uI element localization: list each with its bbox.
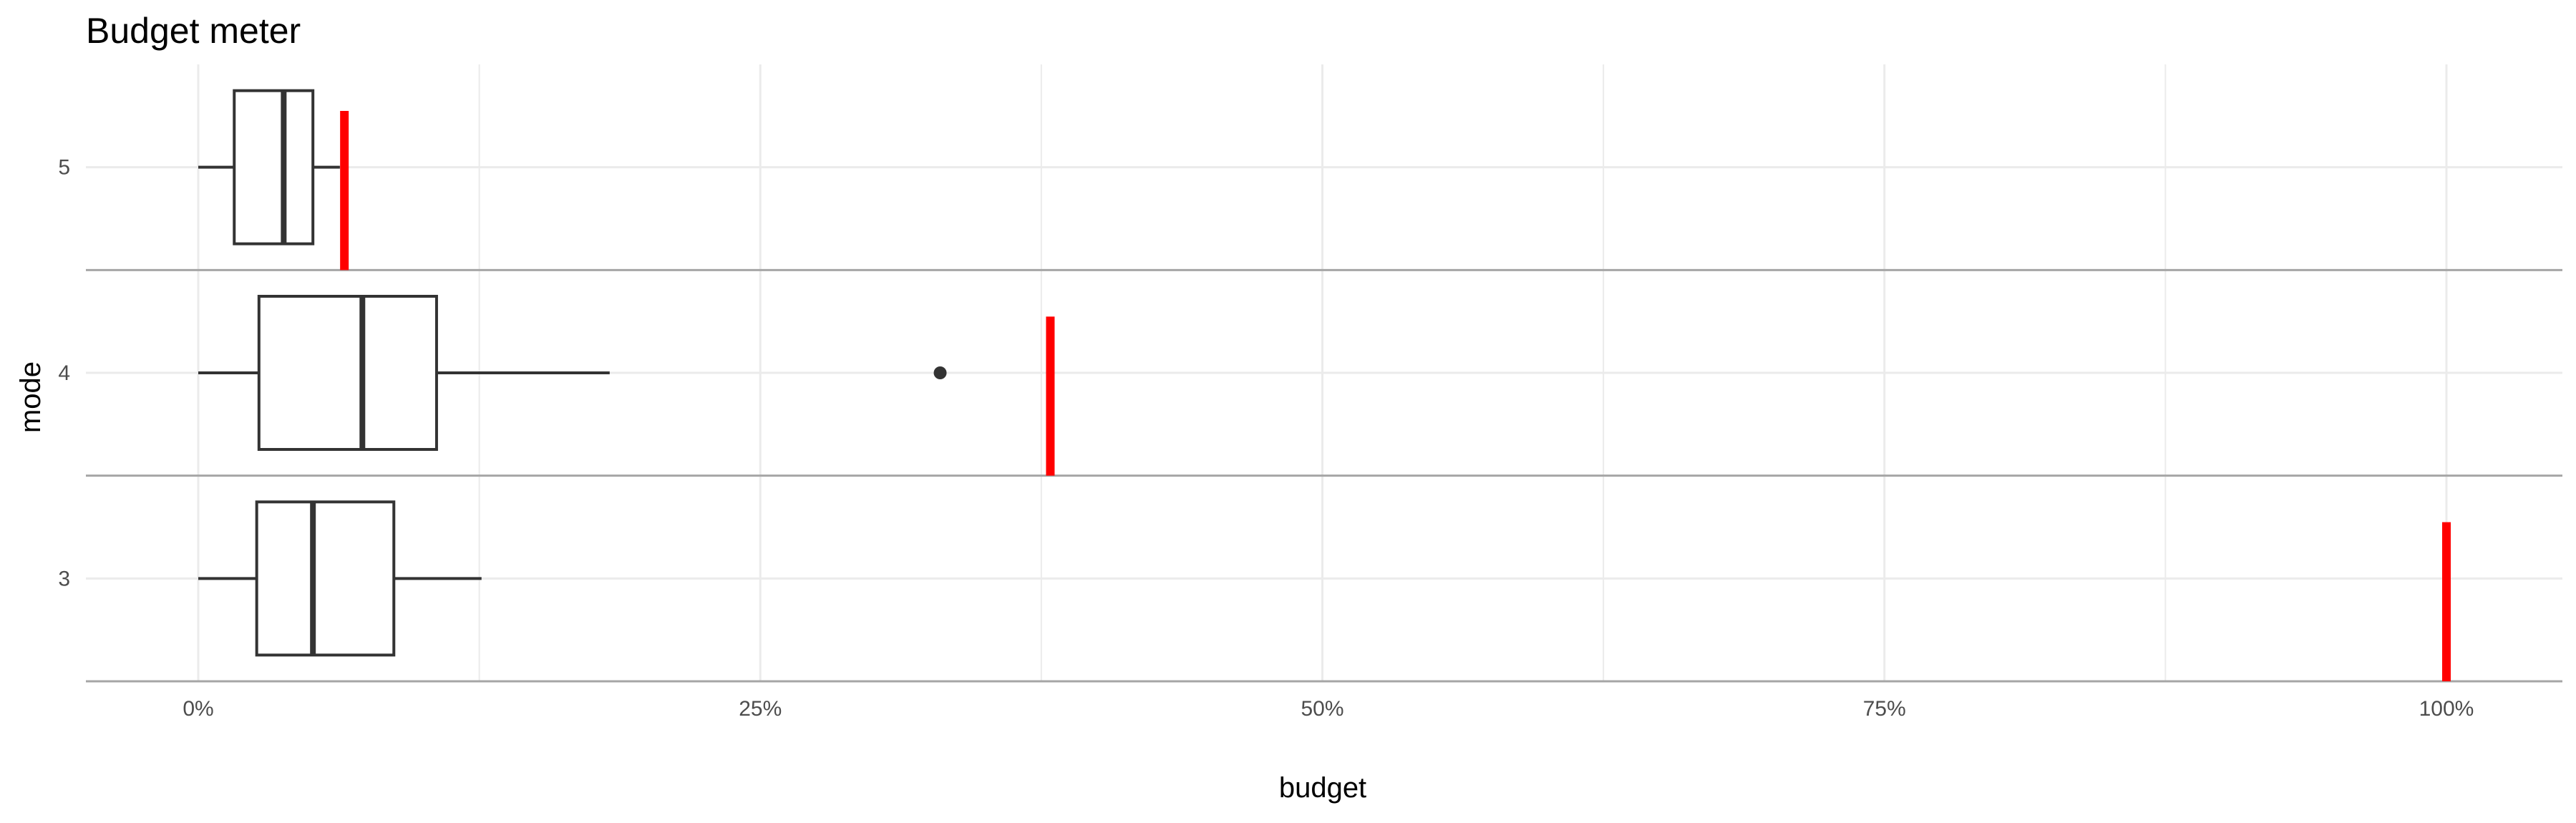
x-tick-label: 25%	[739, 697, 782, 721]
budget-marker-layer	[340, 111, 2451, 681]
chart-title: Budget meter	[86, 11, 301, 51]
x-tick-label: 0%	[183, 697, 213, 721]
x-tick-label: 50%	[1301, 697, 1343, 721]
box-5	[198, 89, 340, 245]
y-tick-label: 5	[58, 156, 70, 180]
iqr-box	[233, 89, 315, 245]
iqr-box	[255, 500, 396, 657]
x-axis-title: budget	[1279, 772, 1366, 804]
boxplot-layer	[198, 89, 947, 657]
box-3	[198, 500, 482, 657]
x-tick-label: 100%	[2419, 697, 2474, 721]
panel-separators	[86, 268, 2562, 683]
y-tick-label: 4	[58, 361, 70, 385]
y-axis-ticks: 5 4 3	[58, 156, 70, 591]
x-axis-ticks: 0% 25% 50% 75% 100%	[183, 697, 2474, 721]
outlier-point	[933, 366, 947, 379]
box-4	[198, 295, 947, 451]
x-tick-label: 75%	[1863, 697, 1906, 721]
y-axis-title: mode	[15, 361, 47, 433]
y-tick-label: 3	[58, 567, 70, 590]
iqr-box	[257, 295, 438, 451]
